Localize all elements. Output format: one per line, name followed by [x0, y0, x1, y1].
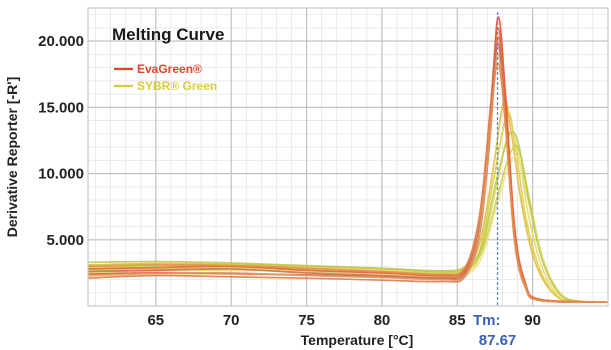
x-tick-label: 70	[223, 312, 240, 329]
x-tick-label: 75	[298, 312, 315, 329]
y-axis-label: Derivative Reporter [-R']	[4, 77, 20, 237]
y-axis-ticks: 5.000 10.000 15.000 20.000	[38, 33, 84, 249]
series-line-5	[88, 53, 608, 304]
y-tick-label: 20.000	[38, 33, 84, 50]
y-tick-label: 5.000	[46, 232, 84, 249]
series-line-12	[88, 130, 608, 304]
plot-frame	[87, 7, 609, 307]
chart-title: Melting Curve	[112, 25, 224, 44]
major-grid	[88, 8, 608, 306]
tm-label: Tm:	[473, 312, 501, 329]
legend: EvaGreen® SYBR® Green	[114, 62, 217, 93]
legend-label-evagreen: EvaGreen®	[137, 62, 202, 76]
series-line-7	[88, 98, 608, 303]
x-axis-ticks: 65 70 75 80 85 90	[147, 312, 540, 329]
series-line-6	[88, 62, 608, 303]
y-tick-label: 15.000	[38, 99, 84, 116]
x-axis-label: Temperature [°C]	[301, 332, 414, 348]
x-tick-label: 90	[524, 312, 541, 329]
y-tick-label: 10.000	[38, 166, 84, 183]
legend-label-sybr: SYBR® Green	[137, 79, 217, 93]
x-tick-label: 85	[449, 312, 466, 329]
x-tick-label: 65	[147, 312, 164, 329]
series-line-8	[88, 111, 608, 304]
series-layer	[88, 16, 608, 304]
tm-value: 87.67	[479, 332, 517, 349]
x-tick-label: 80	[374, 312, 391, 329]
